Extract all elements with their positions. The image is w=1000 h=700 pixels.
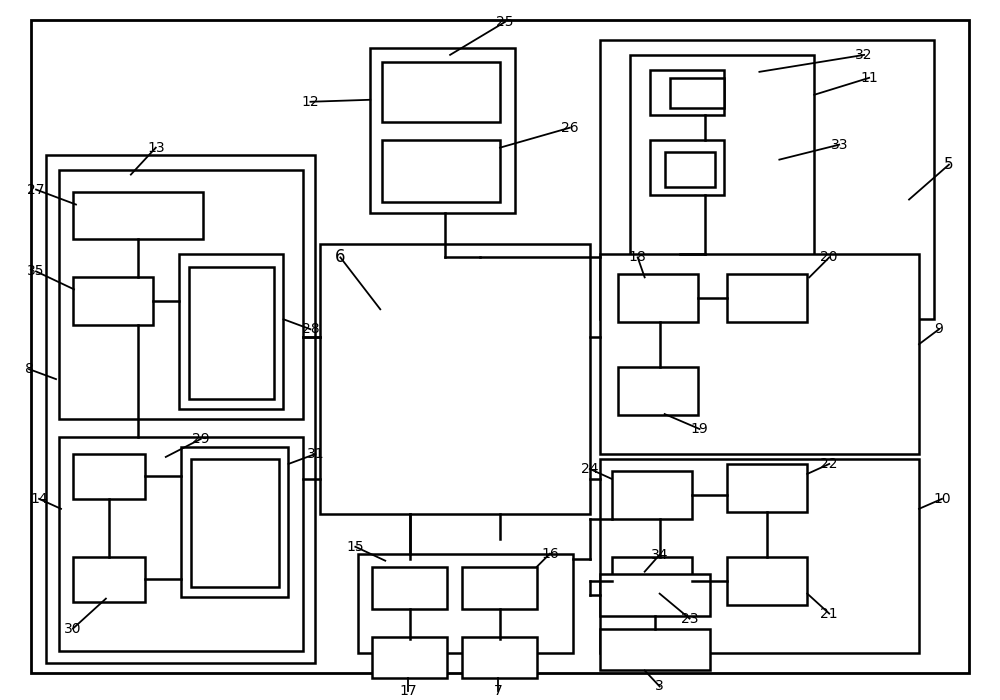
Bar bbox=[59, 437, 303, 652]
Bar bbox=[650, 140, 724, 195]
Text: 26: 26 bbox=[561, 120, 579, 134]
Text: 5: 5 bbox=[944, 157, 954, 172]
Bar bbox=[73, 556, 145, 601]
Text: 21: 21 bbox=[820, 607, 838, 621]
Bar bbox=[600, 629, 710, 671]
Bar bbox=[370, 48, 515, 213]
Text: 18: 18 bbox=[629, 251, 647, 265]
Text: 17: 17 bbox=[399, 685, 417, 699]
Bar bbox=[181, 447, 288, 596]
Bar bbox=[665, 152, 715, 187]
Bar bbox=[46, 155, 315, 664]
Text: 7: 7 bbox=[494, 685, 502, 699]
Text: 29: 29 bbox=[192, 432, 210, 446]
Text: 22: 22 bbox=[820, 457, 838, 471]
Text: 14: 14 bbox=[30, 492, 48, 506]
Bar bbox=[73, 277, 153, 326]
Text: 15: 15 bbox=[347, 540, 364, 554]
Text: 19: 19 bbox=[691, 422, 708, 436]
Bar bbox=[191, 459, 279, 587]
Bar bbox=[612, 556, 692, 605]
Text: 31: 31 bbox=[307, 447, 324, 461]
Text: 16: 16 bbox=[541, 547, 559, 561]
Bar bbox=[727, 464, 807, 512]
Bar bbox=[618, 368, 698, 415]
Text: 13: 13 bbox=[147, 141, 165, 155]
Text: 33: 33 bbox=[830, 138, 848, 152]
Text: 9: 9 bbox=[935, 322, 943, 336]
Bar bbox=[372, 636, 447, 678]
Bar bbox=[73, 454, 145, 499]
Text: 30: 30 bbox=[64, 622, 82, 636]
Bar bbox=[462, 567, 537, 608]
Text: 10: 10 bbox=[933, 492, 951, 506]
Text: 12: 12 bbox=[302, 94, 319, 108]
Bar bbox=[179, 254, 283, 409]
Bar bbox=[320, 244, 590, 514]
Bar bbox=[358, 554, 573, 654]
Bar bbox=[630, 55, 814, 265]
Text: 11: 11 bbox=[860, 71, 878, 85]
Text: 8: 8 bbox=[25, 362, 34, 376]
Bar bbox=[73, 192, 203, 239]
Bar bbox=[189, 267, 274, 399]
Text: 6: 6 bbox=[335, 248, 346, 267]
Bar bbox=[59, 169, 303, 419]
Text: 35: 35 bbox=[27, 265, 45, 279]
Text: 34: 34 bbox=[651, 547, 668, 561]
Bar bbox=[600, 574, 710, 615]
Bar bbox=[727, 274, 807, 322]
Bar bbox=[600, 459, 919, 654]
Bar bbox=[650, 70, 724, 115]
Bar bbox=[670, 78, 724, 108]
Bar bbox=[612, 471, 692, 519]
Bar bbox=[727, 556, 807, 605]
Text: 24: 24 bbox=[581, 462, 599, 476]
Bar bbox=[372, 567, 447, 608]
Bar bbox=[618, 274, 698, 322]
Text: 23: 23 bbox=[681, 612, 698, 626]
Text: 28: 28 bbox=[302, 322, 319, 336]
Text: 20: 20 bbox=[820, 251, 838, 265]
Bar bbox=[600, 254, 919, 454]
Bar bbox=[382, 140, 500, 202]
Text: 3: 3 bbox=[655, 680, 664, 694]
Text: 32: 32 bbox=[855, 48, 873, 62]
Bar bbox=[462, 636, 537, 678]
Text: 27: 27 bbox=[27, 183, 45, 197]
Text: 25: 25 bbox=[496, 15, 514, 29]
Bar bbox=[600, 40, 934, 319]
Bar bbox=[382, 62, 500, 122]
